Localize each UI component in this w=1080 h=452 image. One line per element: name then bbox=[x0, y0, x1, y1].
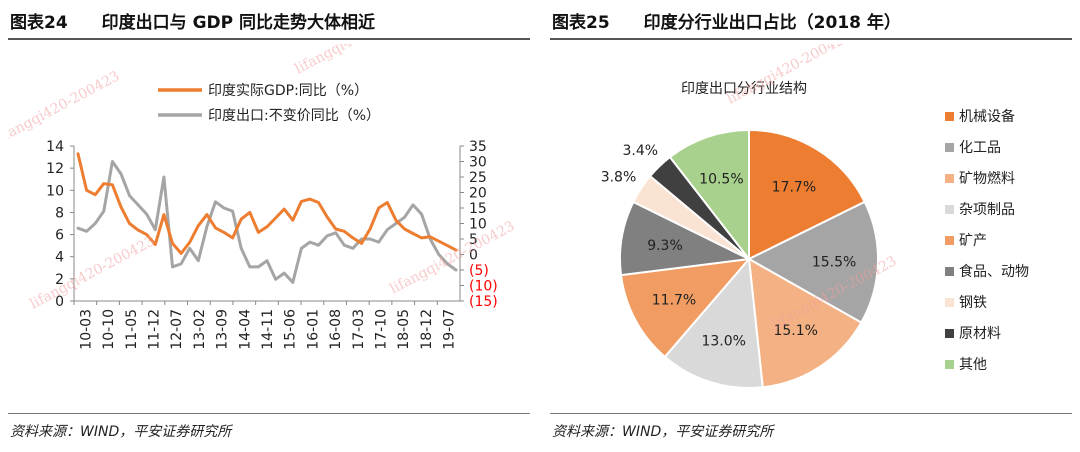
x-tick-label: 13-02 bbox=[192, 309, 208, 350]
right-tick-label: (10) bbox=[469, 279, 498, 295]
right-source: 资料来源：WIND，平安证券研究所 bbox=[552, 424, 774, 440]
watermark-text: lifangqi420-200423 bbox=[8, 68, 122, 147]
legend-label-3: 杂项制品 bbox=[959, 202, 1015, 218]
line-legend: 印度实际GDP:同比（%） 印度出口:不变价同比（%） bbox=[158, 83, 380, 124]
right-tick-label: 5 bbox=[469, 232, 478, 248]
pie-title: 印度出口分行业结构 bbox=[681, 81, 807, 97]
x-tick-label: 16-01 bbox=[305, 309, 321, 350]
pie-label-7: 3.4% bbox=[623, 143, 659, 159]
legend-swatch-3 bbox=[945, 205, 954, 214]
legend-label-0: 机械设备 bbox=[959, 108, 1015, 125]
x-tick-label: 11-05 bbox=[124, 309, 140, 350]
legend-swatch-6 bbox=[945, 298, 954, 307]
right-source-rule bbox=[550, 413, 1072, 414]
series-line-export bbox=[76, 160, 458, 284]
pie-label-5: 9.3% bbox=[647, 238, 683, 254]
legend-swatch-1 bbox=[945, 143, 954, 152]
right-tick-label: 15 bbox=[469, 201, 487, 217]
right-chart-title: 图表25 印度分行业出口占比（2018 年） bbox=[552, 13, 901, 33]
x-tick-label: 16-08 bbox=[328, 309, 344, 350]
x-tick-label: 17-03 bbox=[351, 309, 367, 350]
left-tick-label: 8 bbox=[55, 205, 64, 221]
x-tick-label: 19-07 bbox=[442, 309, 458, 350]
pie-chart: 印度出口分行业结构 17.7% 15.5% 15.1% 13.0% 11.7% 9.3% 3… bbox=[601, 44, 1029, 389]
legend-swatch-7 bbox=[945, 329, 954, 338]
pie-label-2: 15.1% bbox=[773, 323, 817, 339]
left-tick-label: 0 bbox=[55, 294, 64, 310]
line-axes bbox=[70, 145, 464, 305]
right-tick-label: 25 bbox=[469, 170, 487, 186]
right-tick-label: 0 bbox=[469, 248, 478, 264]
watermark-text: lifangqi420-200423 bbox=[724, 44, 854, 108]
x-tick-label: 17-10 bbox=[374, 309, 390, 350]
right-tick-label: (5) bbox=[469, 263, 489, 279]
pie-label-8: 10.5% bbox=[699, 172, 743, 188]
x-tick-label: 12-07 bbox=[169, 309, 185, 350]
left-source: 资料来源：WIND，平安证券研究所 bbox=[10, 424, 232, 440]
legend-label-6: 钢铁 bbox=[959, 295, 987, 311]
left-tick-label: 10 bbox=[46, 183, 64, 199]
right-tick-label: (15) bbox=[469, 294, 498, 310]
left-tick-label: 4 bbox=[55, 250, 64, 266]
legend-swatch-4 bbox=[945, 236, 954, 245]
legend-label-5: 食品、动物 bbox=[959, 263, 1029, 280]
legend-label-1: 化工品 bbox=[959, 140, 1001, 156]
left-title-rule bbox=[8, 38, 530, 40]
pie-data-labels: 17.7% 15.5% 15.1% 13.0% 11.7% 9.3% 3.8% 3.4% 10.… bbox=[601, 143, 857, 349]
watermark-text: lifangqi420-200423 bbox=[292, 44, 422, 78]
legend-swatch-2 bbox=[945, 174, 954, 183]
x-tick-label: 18-12 bbox=[419, 309, 435, 350]
legend-swatch-8 bbox=[945, 360, 954, 369]
left-tick-label: 12 bbox=[46, 161, 64, 177]
pie-label-1: 15.5% bbox=[812, 254, 856, 270]
x-tick-label: 14-04 bbox=[237, 309, 253, 350]
left-tick-label: 14 bbox=[46, 139, 64, 155]
legend-label-export: 印度出口:不变价同比（%） bbox=[208, 108, 380, 124]
left-source-rule bbox=[8, 413, 530, 414]
x-tick-label: 14-11 bbox=[260, 309, 276, 350]
pie-slices bbox=[619, 128, 879, 389]
right-tick-label: 30 bbox=[469, 155, 487, 171]
right-tick-label: 35 bbox=[469, 139, 487, 155]
pie-label-3: 13.0% bbox=[701, 333, 745, 349]
line-ticks: 02468101214(15)(10)(5)0510152025303510-0… bbox=[46, 139, 498, 350]
x-tick-label: 10-03 bbox=[78, 309, 94, 350]
legend-label-2: 矿物燃料 bbox=[959, 170, 1015, 187]
left-tick-label: 6 bbox=[55, 228, 64, 244]
left-tick-label: 2 bbox=[55, 272, 64, 288]
pie-label-4: 11.7% bbox=[652, 292, 696, 308]
pie-slice-4 bbox=[619, 257, 752, 359]
pie-slice-2 bbox=[747, 257, 863, 389]
pie-slice-8 bbox=[668, 128, 750, 262]
pie-label-0: 17.7% bbox=[772, 180, 816, 196]
line-series bbox=[76, 152, 458, 284]
legend-label-8: 其他 bbox=[959, 357, 987, 373]
legend-label-gdp: 印度实际GDP:同比（%） bbox=[208, 83, 368, 99]
legend-label-7: 原材料 bbox=[959, 326, 1001, 342]
x-tick-label: 13-09 bbox=[215, 309, 231, 350]
right-tick-label: 20 bbox=[469, 186, 487, 202]
pie-slice-3 bbox=[663, 256, 764, 389]
pie-slice-0 bbox=[748, 128, 867, 261]
series-line-gdp bbox=[76, 152, 458, 255]
legend-swatch-0 bbox=[945, 112, 954, 121]
legend-label-4: 矿产 bbox=[959, 233, 987, 249]
line-chart: 印度实际GDP:同比（%） 印度出口:不变价同比（%） 0 2 4 6 8 10 12 14 (… bbox=[8, 44, 517, 350]
right-tick-label: 10 bbox=[469, 217, 487, 233]
legend-swatch-5 bbox=[945, 267, 954, 276]
pie-label-6: 3.8% bbox=[601, 170, 637, 186]
pie-slice-1 bbox=[746, 200, 879, 324]
left-chart-title: 图表24 印度出口与 GDP 同比走势大体相近 bbox=[10, 13, 376, 33]
x-tick-label: 11-12 bbox=[146, 309, 162, 350]
right-title-rule bbox=[550, 38, 1072, 40]
x-tick-label: 15-06 bbox=[283, 309, 299, 350]
x-tick-label: 10-10 bbox=[101, 309, 117, 350]
x-tick-label: 18-05 bbox=[396, 309, 412, 350]
